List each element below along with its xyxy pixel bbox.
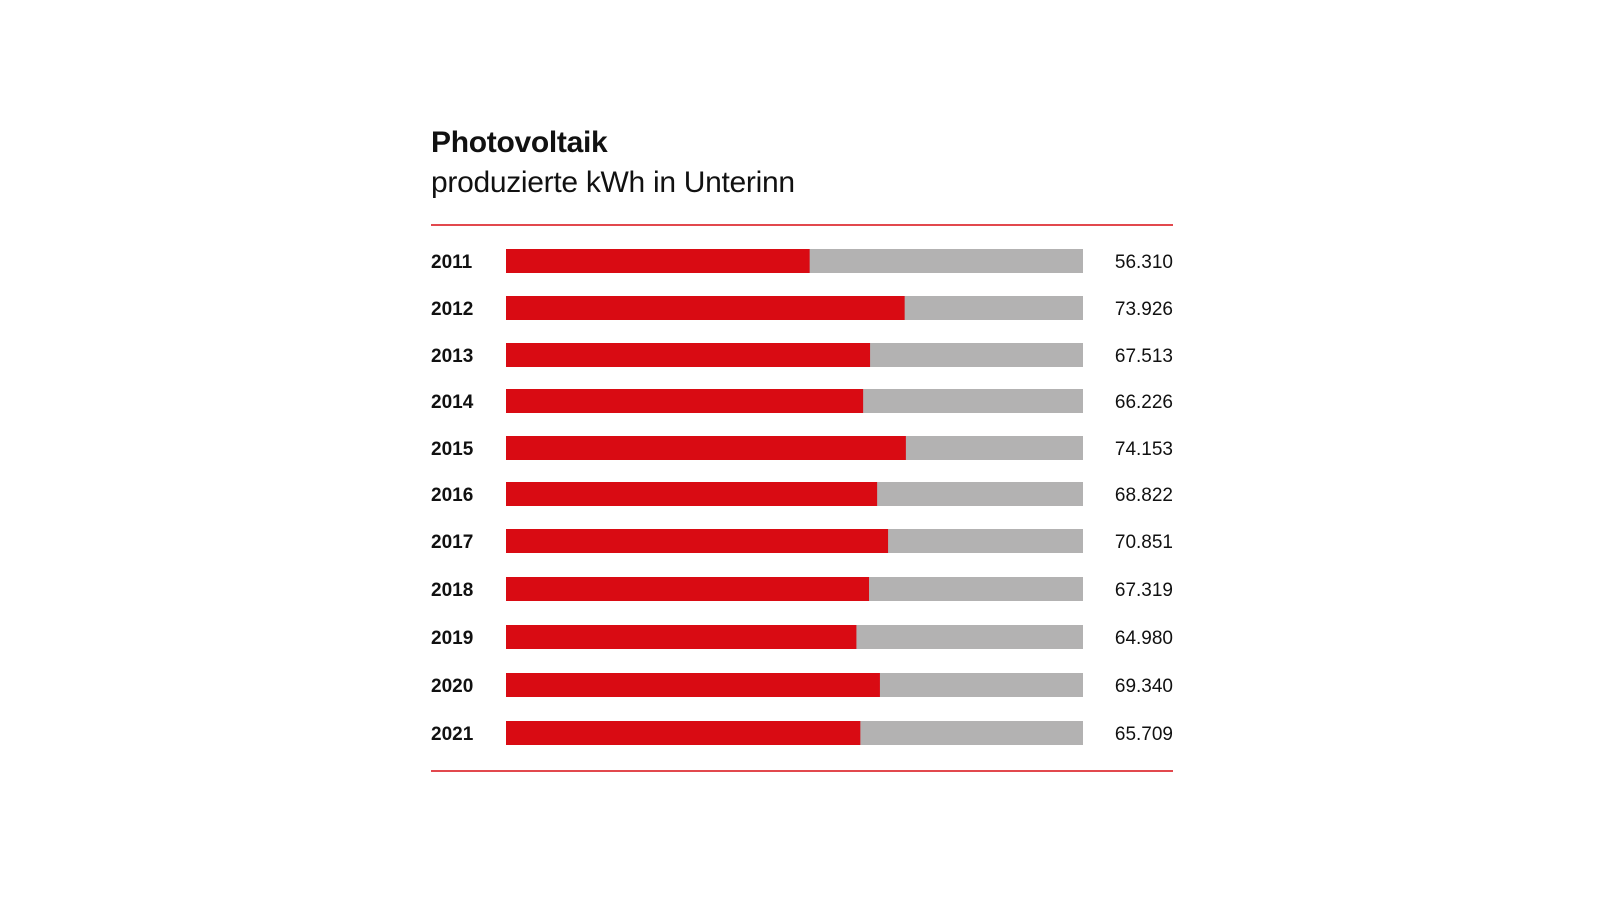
year-label: 2017 <box>431 532 473 553</box>
chart-subtitle: produzierte kWh in Unterinn <box>431 166 795 199</box>
bar-2015 <box>506 436 906 460</box>
value-label: 70.851 <box>1115 532 1173 553</box>
year-label: 2015 <box>431 439 474 460</box>
value-label: 66.226 <box>1115 392 1173 413</box>
value-label: 69.340 <box>1115 676 1173 697</box>
value-label: 67.513 <box>1115 346 1173 367</box>
value-label: 68.822 <box>1115 485 1173 506</box>
year-label: 2014 <box>431 392 474 413</box>
value-label: 67.319 <box>1115 580 1173 601</box>
year-label: 2016 <box>431 485 473 506</box>
bar-2014 <box>506 389 864 413</box>
bar-2016 <box>506 482 878 506</box>
value-label: 56.310 <box>1115 252 1173 273</box>
value-label: 64.980 <box>1115 628 1173 649</box>
value-label: 74.153 <box>1115 439 1173 460</box>
bar-2013 <box>506 343 871 367</box>
bar-2021 <box>506 721 861 745</box>
bar-2012 <box>506 296 905 320</box>
bar-rows: 2011 56.310 2012 73.926 2013 67.513 2014 66.226… <box>431 249 1173 745</box>
bar-2018 <box>506 577 870 601</box>
bar-2019 <box>506 625 857 649</box>
chart-title: Photovoltaik <box>431 126 608 159</box>
year-label: 2012 <box>431 299 473 320</box>
year-label: 2020 <box>431 676 473 697</box>
year-label: 2018 <box>431 580 473 601</box>
year-label: 2011 <box>431 252 473 273</box>
bar-2017 <box>506 529 889 553</box>
bar-2011 <box>506 249 810 273</box>
year-label: 2019 <box>431 628 473 649</box>
value-label: 73.926 <box>1115 299 1173 320</box>
value-label: 65.709 <box>1115 724 1173 745</box>
year-label: 2021 <box>431 724 474 745</box>
bar-2020 <box>506 673 880 697</box>
year-label: 2013 <box>431 346 473 367</box>
